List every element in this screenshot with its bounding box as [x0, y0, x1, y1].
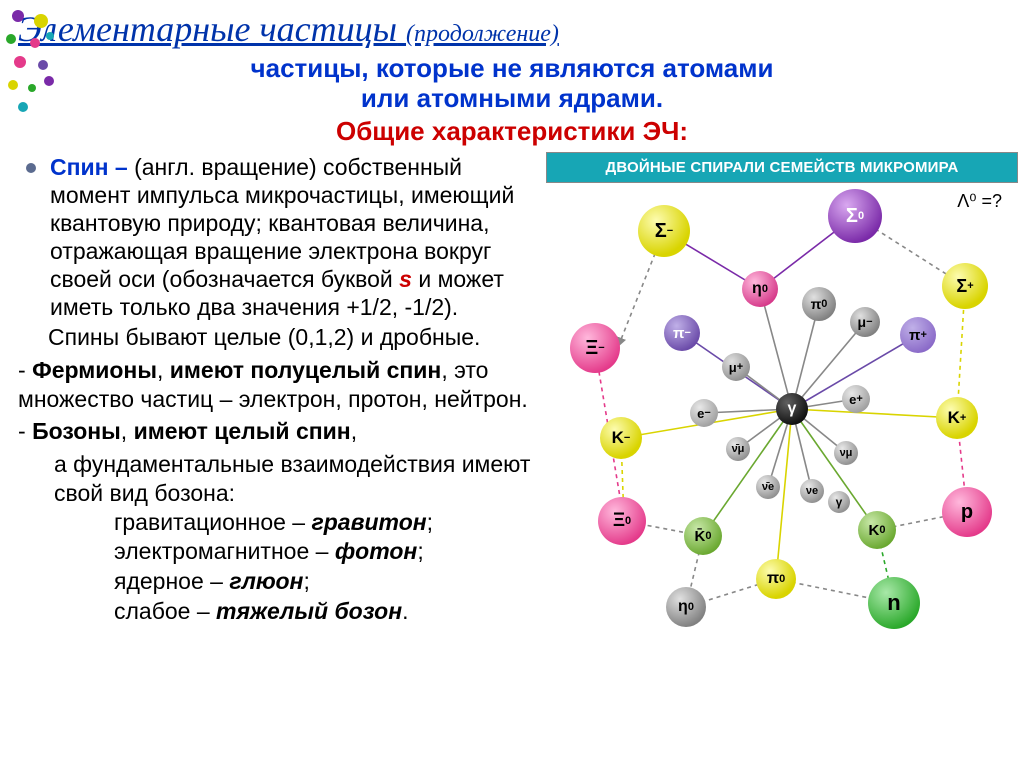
particle-node: γ — [776, 393, 808, 425]
fermions-mid: , — [157, 357, 170, 383]
particle-node: π0 — [802, 287, 836, 321]
particle-node: n — [868, 577, 920, 629]
diagram-panel: ДВОЙНЫЕ СПИРАЛИ СЕМЕЙСТВ МИКРОМИРА Λ⁰ =?… — [546, 152, 1018, 644]
particle-node: μ− — [850, 307, 880, 337]
text-column: Спин – (англ. вращение) собственный моме… — [18, 153, 548, 627]
particle-node: π0 — [756, 559, 796, 599]
fermions-dash: - — [18, 357, 32, 383]
spin-label: Спин – — [50, 154, 128, 180]
fermions-para: - Фермионы, имеют полуцелый спин, это мн… — [18, 356, 548, 414]
particle-node: μ+ — [722, 353, 750, 381]
subtitle-line2: или атомными ядрами. — [361, 83, 663, 113]
fermions-term: Фермионы — [32, 357, 157, 383]
spin-bullet: Спин – (англ. вращение) собственный моме… — [18, 153, 548, 321]
title-continuation: (продолжение) — [406, 21, 559, 47]
subtitle-line1: частицы, которые не являются атомами — [251, 53, 774, 83]
particle-node: e− — [690, 399, 718, 427]
bosons-line2: а фундаментальные взаимодействия имеют с… — [54, 450, 548, 508]
fermions-bold: имеют полуцелый спин — [170, 357, 442, 383]
interaction-item: гравитационное – гравитон; — [114, 508, 548, 538]
particle-node: νe — [800, 479, 824, 503]
particle-node: π− — [664, 315, 700, 351]
particle-node: Σ− — [638, 205, 690, 257]
particle-node: K0 — [858, 511, 896, 549]
s-letter: s — [399, 266, 412, 292]
bosons-para: - Бозоны, имеют целый спин, — [18, 417, 548, 446]
interaction-item: электромагнитное – фотон; — [114, 537, 548, 567]
spins-types-line: Спины бывают целые (0,1,2) и дробные. — [48, 323, 548, 352]
particle-node: γ — [828, 491, 850, 513]
bosons-term: Бозоны — [32, 418, 121, 444]
diagram-title: ДВОЙНЫЕ СПИРАЛИ СЕМЕЙСТВ МИКРОМИРА — [546, 152, 1018, 183]
bosons-bold: имеют целый спин — [134, 418, 351, 444]
particle-node: π+ — [900, 317, 936, 353]
particle-node: K− — [600, 417, 642, 459]
bosons-mid: , — [121, 418, 134, 444]
particle-node: Ξ0 — [598, 497, 646, 545]
bosons-rest: , — [351, 418, 357, 444]
particle-node: Ξ− — [570, 323, 620, 373]
particle-node: K̄0 — [684, 517, 722, 555]
bullet-icon — [26, 163, 36, 173]
interactions-list: гравитационное – гравитон;электромагнитн… — [18, 508, 548, 628]
particle-node: p — [942, 487, 992, 537]
slide-title: Элементарные частицы (продолжение) — [18, 8, 1006, 50]
particle-diagram: Λ⁰ =? Σ− Σ0 η0 Σ+ Ξ− π− π0 μ− π+ μ+ K− e− γ e+ K+ ν̄μ νμ… — [546, 183, 1018, 641]
slide: Элементарные частицы (продолжение) части… — [0, 0, 1024, 767]
interaction-item: слабое – тяжелый бозон. — [114, 597, 548, 627]
decorative-dots — [4, 10, 64, 120]
particle-node: η0 — [666, 587, 706, 627]
particle-node: K+ — [936, 397, 978, 439]
particle-node: ν̄μ — [726, 437, 750, 461]
section-heading: Общие характеристики ЭЧ: — [18, 116, 1006, 147]
title-main: Элементарные частицы — [18, 9, 397, 49]
particle-node: Σ0 — [828, 189, 882, 243]
spin-definition: Спин – (англ. вращение) собственный моме… — [50, 153, 548, 321]
subtitle: частицы, которые не являются атомами или… — [18, 54, 1006, 114]
particle-node: νμ — [834, 441, 858, 465]
particle-node: ν̄e — [756, 475, 780, 499]
interaction-item: ядерное – глюон; — [114, 567, 548, 597]
bosons-dash: - — [18, 418, 32, 444]
particle-node: η0 — [742, 271, 778, 307]
particle-node: Σ+ — [942, 263, 988, 309]
lambda-annotation: Λ⁰ =? — [957, 191, 1002, 212]
particle-node: e+ — [842, 385, 870, 413]
